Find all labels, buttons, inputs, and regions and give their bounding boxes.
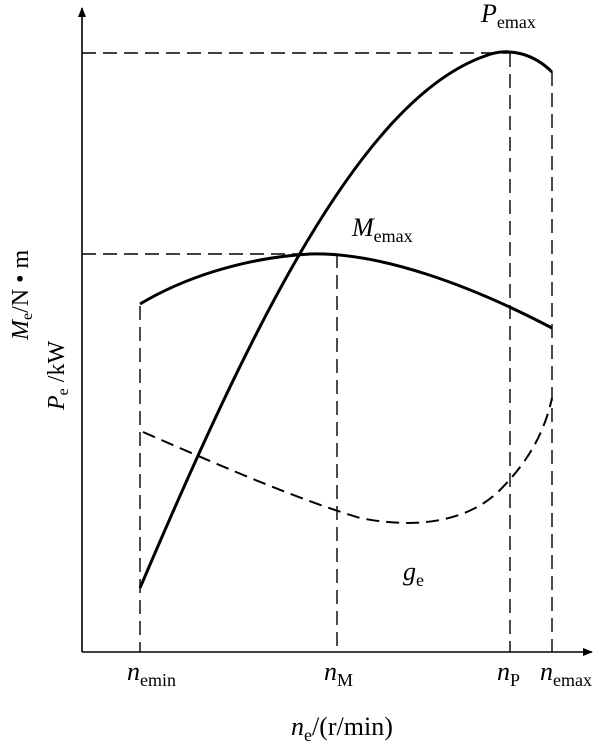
p-emax-annotation: Pemax <box>480 0 536 32</box>
svg-text:Me/N • m: Me/N • m <box>8 249 36 341</box>
torque-curve <box>139 252 553 330</box>
tick-n-m: nM <box>324 657 353 690</box>
y-label-torque-symbol: M <box>8 318 34 341</box>
tick-n-emax: nemax <box>540 657 592 690</box>
g-e-subscript: e <box>416 570 424 590</box>
tick-n-p: nP <box>497 657 520 690</box>
tick-n-p-symbol: n <box>497 657 510 686</box>
y-label-torque-subscript: e <box>19 313 36 320</box>
fuel-consumption-curve <box>142 397 553 524</box>
tick-n-emin-symbol: n <box>127 657 140 686</box>
power-curve <box>138 50 554 589</box>
y-label-power-subscript: e <box>55 388 72 395</box>
x-axis-label: ne/(r/min) <box>291 712 393 745</box>
p-emax-symbol: P <box>480 0 497 28</box>
g-e-annotation: ge <box>403 557 424 590</box>
g-e-symbol: g <box>403 557 416 586</box>
tick-n-p-subscript: P <box>510 670 520 690</box>
y-label-torque-unit: /N • m <box>8 249 34 312</box>
x-label-symbol: n <box>291 712 304 741</box>
tick-n-emin: nemin <box>127 657 176 690</box>
tick-n-m-subscript: M <box>337 670 353 690</box>
x-label-unit: /(r/min) <box>312 712 393 741</box>
tick-n-emax-subscript: emax <box>553 670 592 690</box>
x-label-subscript: e <box>304 725 312 745</box>
m-emax-annotation: Memax <box>351 213 413 246</box>
svg-text:Pe /kW: Pe /kW <box>44 341 72 411</box>
y-axis-label: Me/N • m Pe /kW <box>8 249 72 411</box>
tick-n-emin-subscript: emin <box>140 670 176 690</box>
y-label-power-symbol: P <box>44 395 70 411</box>
p-emax-subscript: emax <box>497 12 536 32</box>
m-emax-subscript: emax <box>374 226 413 246</box>
tick-n-emax-symbol: n <box>540 657 553 686</box>
y-label-power-unit: /kW <box>44 341 70 389</box>
tick-n-m-symbol: n <box>324 657 337 686</box>
m-emax-symbol: M <box>351 213 375 242</box>
reference-lines <box>82 52 553 652</box>
